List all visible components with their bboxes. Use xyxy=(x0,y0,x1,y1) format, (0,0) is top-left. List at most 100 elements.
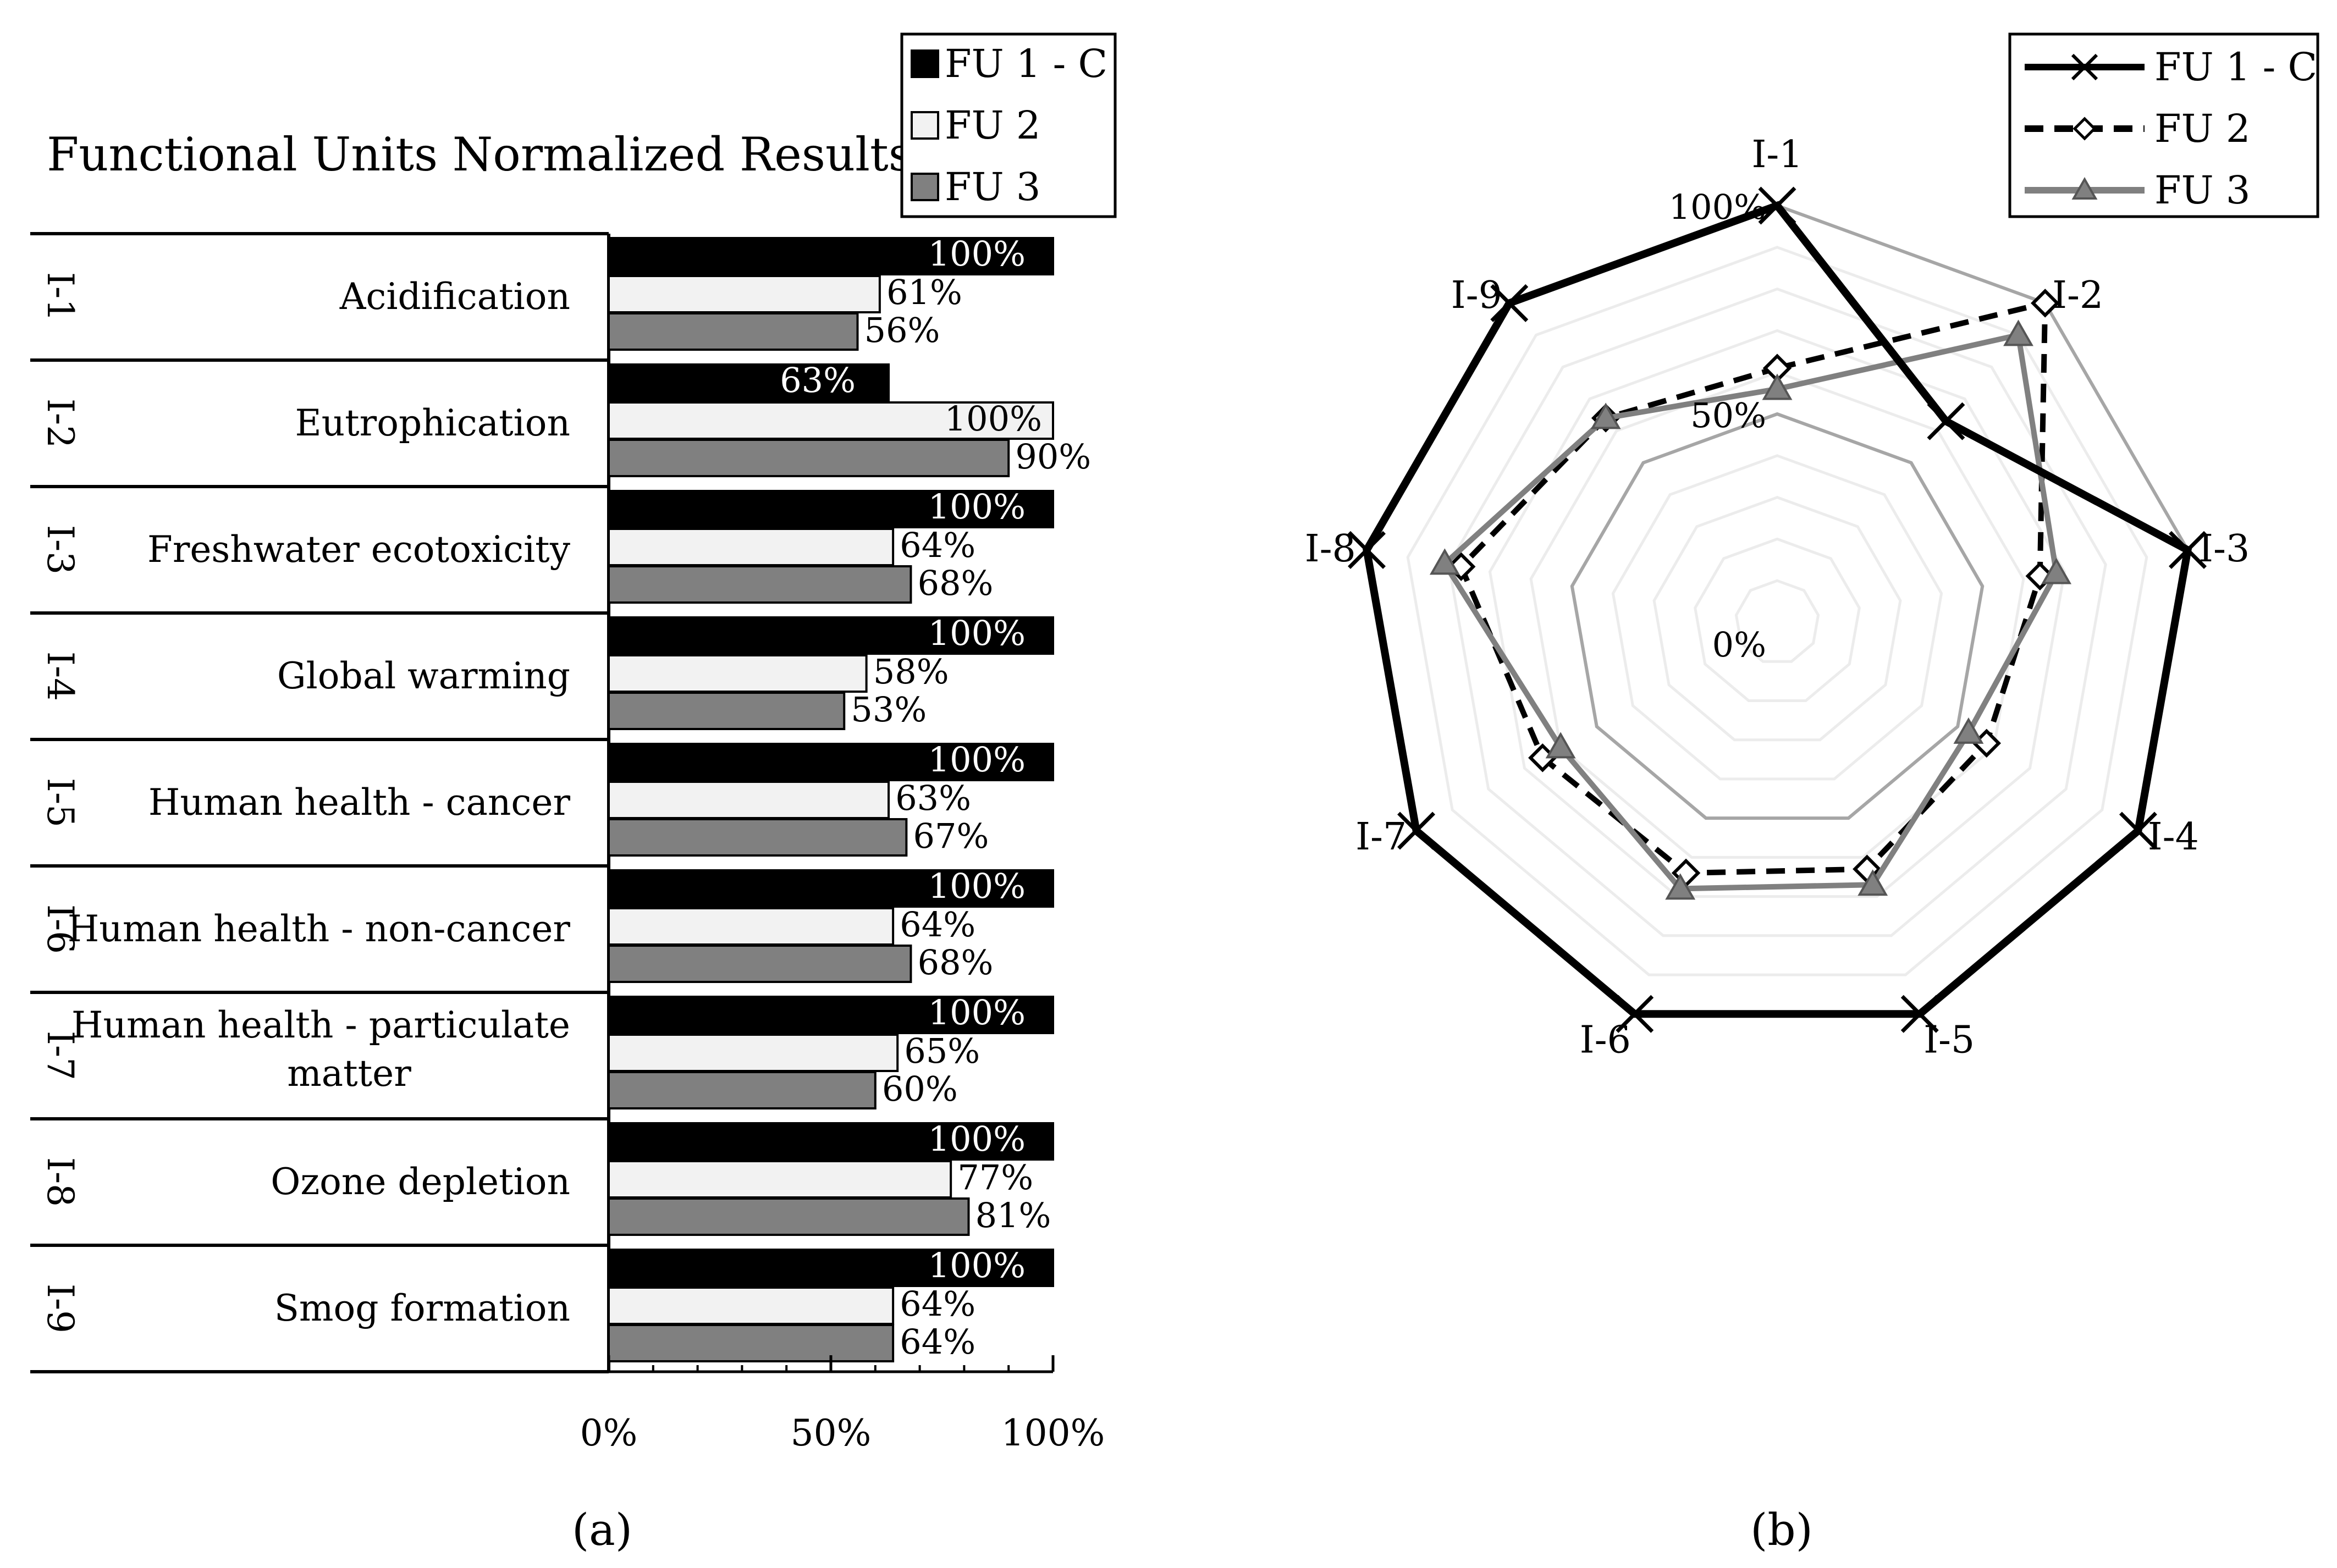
legend-swatch xyxy=(911,111,939,140)
category-name-label: Human health - non-cancer xyxy=(68,908,571,950)
category-name-label: Eutrophication xyxy=(295,402,570,444)
category-code-label: I-8 xyxy=(39,1157,81,1207)
category-code-label: I-4 xyxy=(39,652,81,701)
data-label: 100% xyxy=(928,487,1026,527)
bar-fu-1---c xyxy=(608,996,1054,1034)
data-label: 65% xyxy=(904,1031,980,1071)
bar-fu-1---c xyxy=(608,237,1054,275)
bar-fu-2 xyxy=(608,654,868,693)
data-label: 64% xyxy=(900,1284,975,1324)
radar-ring-label: 0% xyxy=(1712,625,1766,665)
data-label: 100% xyxy=(928,613,1026,653)
bar-fu-3 xyxy=(608,692,846,730)
category-code-label: I-3 xyxy=(39,525,81,575)
data-label: 90% xyxy=(1015,437,1091,477)
radar-marker-fu-3 xyxy=(1590,402,1621,429)
data-label: 100% xyxy=(928,739,1026,780)
data-label: 63% xyxy=(895,778,971,818)
legend-swatch xyxy=(911,173,939,201)
data-label: 100% xyxy=(928,1119,1026,1159)
data-label: 100% xyxy=(945,399,1042,439)
radar-marker-fu-1---c xyxy=(1758,186,1796,225)
data-label: 61% xyxy=(886,272,962,312)
legend-marker-fu-1---c xyxy=(2071,53,2098,81)
data-label: 68% xyxy=(918,942,994,982)
radar-line-fu-2 xyxy=(1458,299,2048,876)
radar-grid-ring xyxy=(1734,579,1820,663)
bar-data-labels: 100%61%56%63%100%90%100%64%68%100%58%53%… xyxy=(780,234,1091,1362)
radar-marker-fu-1---c xyxy=(1616,995,1654,1033)
legend-label: FU 1 - C xyxy=(2154,45,2317,90)
category-name-label: Acidification xyxy=(339,275,570,318)
category-table: I-1 Acidification I-2 Eutrophication I-3 Fres… xyxy=(30,232,610,1373)
bar-fu-1---c xyxy=(608,869,1054,908)
radar-marker-fu-3 xyxy=(1858,869,1888,896)
bar-fu-1---c xyxy=(608,616,1054,655)
radar-axis-label-i-2: I-2 xyxy=(2052,274,2103,317)
radar-ring-label: 50% xyxy=(1690,395,1766,435)
legend-label: FU 3 xyxy=(945,164,1040,209)
bar-fu-3 xyxy=(608,565,912,604)
radar-grid-ring xyxy=(1406,246,2148,976)
x-tick-label: 50% xyxy=(791,1412,872,1454)
bar-series xyxy=(608,237,1054,1362)
bar-fu-2 xyxy=(608,781,890,819)
category-name-label: Global warming xyxy=(277,655,570,697)
x-tick-label: 0% xyxy=(580,1412,638,1454)
radar-grid-ring xyxy=(1447,287,2107,937)
radar-grid-ring xyxy=(1611,454,1943,781)
radar-marker-fu-3 xyxy=(2041,557,2072,584)
x-tick-label: 100% xyxy=(1001,1412,1105,1454)
legend-label: FU 2 xyxy=(2154,106,2250,151)
radar-marker-fu-1---c xyxy=(1348,531,1386,569)
category-name-label: Freshwater ecotoxicity xyxy=(147,528,571,571)
data-label: 56% xyxy=(864,310,940,350)
bar-fu-2 xyxy=(608,1034,899,1072)
radar-ring-label: 100% xyxy=(1669,187,1766,227)
category-name-label: Ozone depletion xyxy=(271,1161,570,1203)
data-label: 100% xyxy=(928,992,1026,1033)
bar-x-axis: 0% 50% 100% xyxy=(580,1355,1105,1454)
radar-marker-fu-1---c xyxy=(1490,284,1529,322)
bar-fu-3 xyxy=(608,945,912,983)
category-name-label: Human health - cancer xyxy=(148,781,571,824)
radar-marker-fu-3 xyxy=(1762,373,1793,400)
data-label: 60% xyxy=(882,1069,958,1109)
category-code-label: I-7 xyxy=(39,1031,81,1080)
radar-marker-fu-3 xyxy=(1545,732,1576,759)
data-label: 64% xyxy=(900,1322,975,1362)
bar-fu-1---c xyxy=(608,490,1054,528)
radar-axis-label-i-8: I-8 xyxy=(1305,527,1356,571)
bar-fu-2 xyxy=(608,275,881,313)
radar-marker-fu-1---c xyxy=(1397,811,1436,850)
radar-grid-ring xyxy=(1694,537,1861,702)
radar-grid-ring xyxy=(1570,412,1985,820)
radar-marker-fu-3 xyxy=(2003,319,2033,346)
legend-label: FU 3 xyxy=(2154,168,2250,213)
bar-fu-1---c xyxy=(608,1249,1054,1287)
panel-b-label: (b) xyxy=(1750,1504,1813,1555)
category-name-label: Smog formation xyxy=(274,1287,570,1329)
bar-fu-3 xyxy=(608,1071,877,1109)
radar-marker-fu-3 xyxy=(1953,717,1984,744)
radar-marker-fu-1---c xyxy=(2119,811,2157,850)
bar-fu-1---c xyxy=(608,743,1054,781)
radar-axis-label-i-7: I-7 xyxy=(1355,815,1407,859)
legend-label: FU 2 xyxy=(945,103,1040,148)
bar-fu-2 xyxy=(608,1287,895,1325)
radar-grid-ring xyxy=(1529,371,2025,859)
bar-fu-3 xyxy=(608,818,908,857)
data-label: 81% xyxy=(975,1195,1051,1235)
panel-b-radar-chart: I-1 I-2 I-3 I-4 I-5 I-6 I-7 I-8 I-9 0% 50% 100% FU… xyxy=(1305,32,2319,1555)
radar-axis-label-i-5: I-5 xyxy=(1923,1018,1975,1062)
bar-fu-1---c xyxy=(608,1122,1054,1161)
data-label: 100% xyxy=(928,866,1026,906)
data-label: 64% xyxy=(900,904,975,945)
bar-fu-3 xyxy=(608,439,1010,477)
radar-ring-labels: 0% 50% 100% xyxy=(1669,187,1766,665)
radar-marker-fu-3 xyxy=(1429,548,1460,575)
category-code-label: I-5 xyxy=(39,778,81,827)
data-label: 58% xyxy=(873,652,949,692)
data-label: 63% xyxy=(780,360,856,400)
